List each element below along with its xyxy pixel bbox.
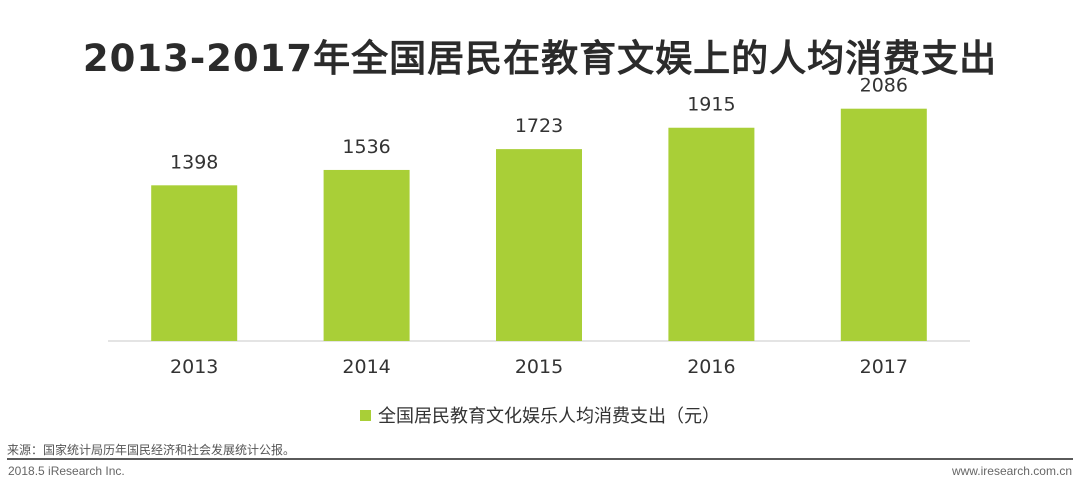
x-tick-label-2013: 2013 [170, 356, 218, 378]
bar-2014 [323, 169, 410, 341]
data-label-2015: 1723 [515, 115, 563, 137]
chart-title: 2013-2017年全国居民在教育文娱上的人均消费支出 [82, 37, 998, 80]
legend-label: 全国居民教育文化娱乐人均消费支出（元） [378, 406, 720, 427]
x-tick-label-2016: 2016 [687, 356, 735, 378]
data-label-2013: 1398 [170, 151, 218, 173]
bar-chart: 1398 2013 1536 2014 1723 2015 1915 2016 2086 2017 [108, 75, 970, 378]
source-note: 来源：国家统计局历年国民经济和社会发展统计公报。 [7, 443, 296, 457]
bar-2013 [151, 185, 238, 341]
legend-swatch [360, 409, 371, 421]
data-label-2016: 1915 [687, 94, 735, 116]
footer-divider [7, 458, 1073, 460]
bar-2015 [496, 149, 582, 341]
x-tick-label-2014: 2014 [342, 356, 390, 378]
bar-2017 [840, 108, 927, 341]
data-label-2014: 1536 [342, 136, 390, 158]
footer-copyright: 2018.5 iResearch Inc. [8, 464, 125, 478]
footer-website: www.iresearch.com.cn [951, 464, 1072, 478]
bar-2016 [668, 127, 755, 341]
x-tick-label-2017: 2017 [860, 356, 908, 378]
legend: 全国居民教育文化娱乐人均消费支出（元） [0, 402, 1080, 428]
data-label-2017: 2086 [860, 75, 908, 97]
x-tick-label-2015: 2015 [515, 356, 563, 378]
